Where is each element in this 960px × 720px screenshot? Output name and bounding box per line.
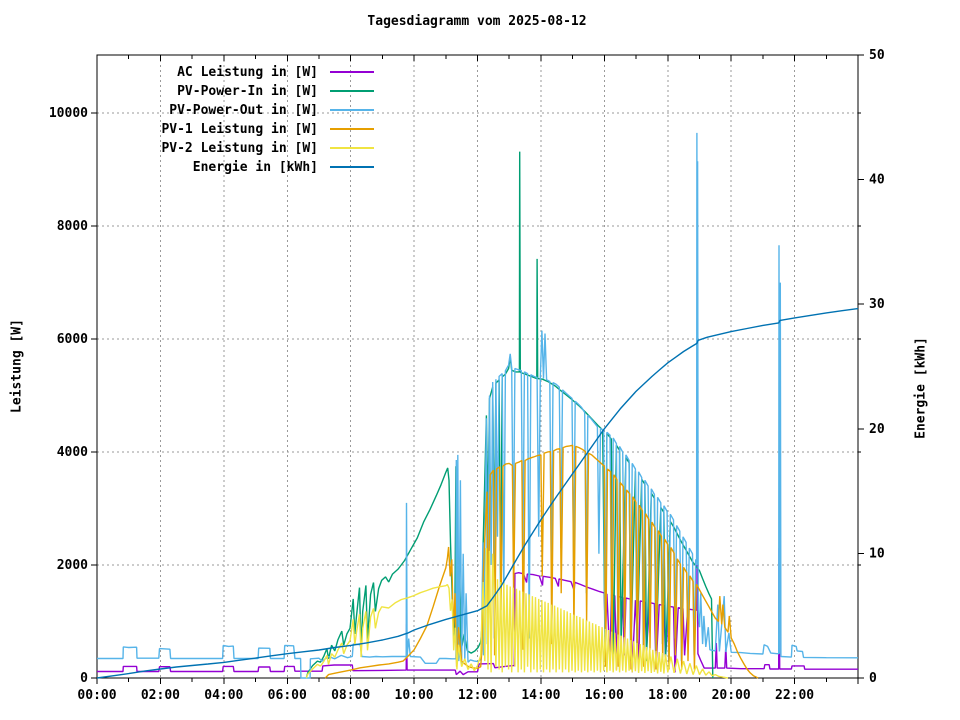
x-tick-label: 06:00 bbox=[268, 688, 307, 703]
x-tick-label: 10:00 bbox=[395, 688, 434, 703]
y1-axis-title: Leistung [W] bbox=[9, 319, 25, 413]
series-group bbox=[96, 132, 859, 679]
series-pv-1-leistung-in-w bbox=[324, 444, 759, 679]
y1-tick-label: 0 bbox=[80, 671, 88, 686]
legend-item: PV-Power-In in [W] bbox=[177, 84, 374, 99]
x-tick-label: 18:00 bbox=[648, 688, 687, 703]
y2-tick-label: 30 bbox=[869, 297, 885, 312]
x-tick-label: 20:00 bbox=[712, 688, 751, 703]
legend-item: PV-Power-Out in [W] bbox=[169, 103, 374, 118]
legend-label: PV-Power-Out in [W] bbox=[169, 103, 318, 118]
chart-title: Tagesdiagramm vom 2025-08-12 bbox=[367, 14, 587, 29]
y2-tick-label: 50 bbox=[869, 48, 885, 63]
x-tick-label: 00:00 bbox=[77, 688, 116, 703]
x-tick-label: 08:00 bbox=[331, 688, 370, 703]
x-tick-label: 16:00 bbox=[585, 688, 624, 703]
tick-labels: 0 2000 4000 6000 8000 10000 0 10 20 30 40 50 00:00 02… bbox=[49, 48, 885, 703]
y2-tick-label: 10 bbox=[869, 546, 885, 561]
x-tick-label: 02:00 bbox=[141, 688, 180, 703]
legend-label: Energie in [kWh] bbox=[193, 160, 318, 175]
legend-item: PV-2 Leistung in [W] bbox=[161, 141, 374, 156]
y1-tick-label: 4000 bbox=[57, 445, 88, 460]
legend-label: PV-1 Leistung in [W] bbox=[161, 122, 318, 137]
axis-ticks bbox=[91, 54, 864, 684]
x-tick-label: 04:00 bbox=[204, 688, 243, 703]
plot-border bbox=[96, 54, 859, 679]
series-energie-in-kwh bbox=[96, 307, 859, 679]
legend-item: Energie in [kWh] bbox=[193, 160, 374, 175]
legend-label: PV-2 Leistung in [W] bbox=[161, 141, 318, 156]
y2-tick-label: 0 bbox=[869, 671, 877, 686]
y2-axis-title: Energie [kWh] bbox=[913, 337, 929, 439]
y1-tick-label: 2000 bbox=[57, 558, 88, 573]
x-tick-label: 14:00 bbox=[521, 688, 560, 703]
legend-label: PV-Power-In in [W] bbox=[177, 84, 318, 99]
y1-tick-label: 6000 bbox=[57, 332, 88, 347]
series-pv-2-leistung-in-w bbox=[305, 548, 729, 679]
legend-item: PV-1 Leistung in [W] bbox=[161, 122, 374, 137]
y1-tick-label: 8000 bbox=[57, 219, 88, 234]
y1-tick-label: 10000 bbox=[49, 106, 88, 121]
x-tick-label: 22:00 bbox=[775, 688, 814, 703]
series-ac-leistung-in-w bbox=[97, 505, 858, 676]
y2-tick-label: 40 bbox=[869, 173, 885, 188]
legend: AC Leistung in [W] PV-Power-In in [W] PV-P… bbox=[161, 65, 374, 175]
legend-item: AC Leistung in [W] bbox=[177, 65, 374, 80]
y2-tick-label: 20 bbox=[869, 422, 885, 437]
x-tick-label: 12:00 bbox=[458, 688, 497, 703]
legend-label: AC Leistung in [W] bbox=[177, 65, 318, 80]
